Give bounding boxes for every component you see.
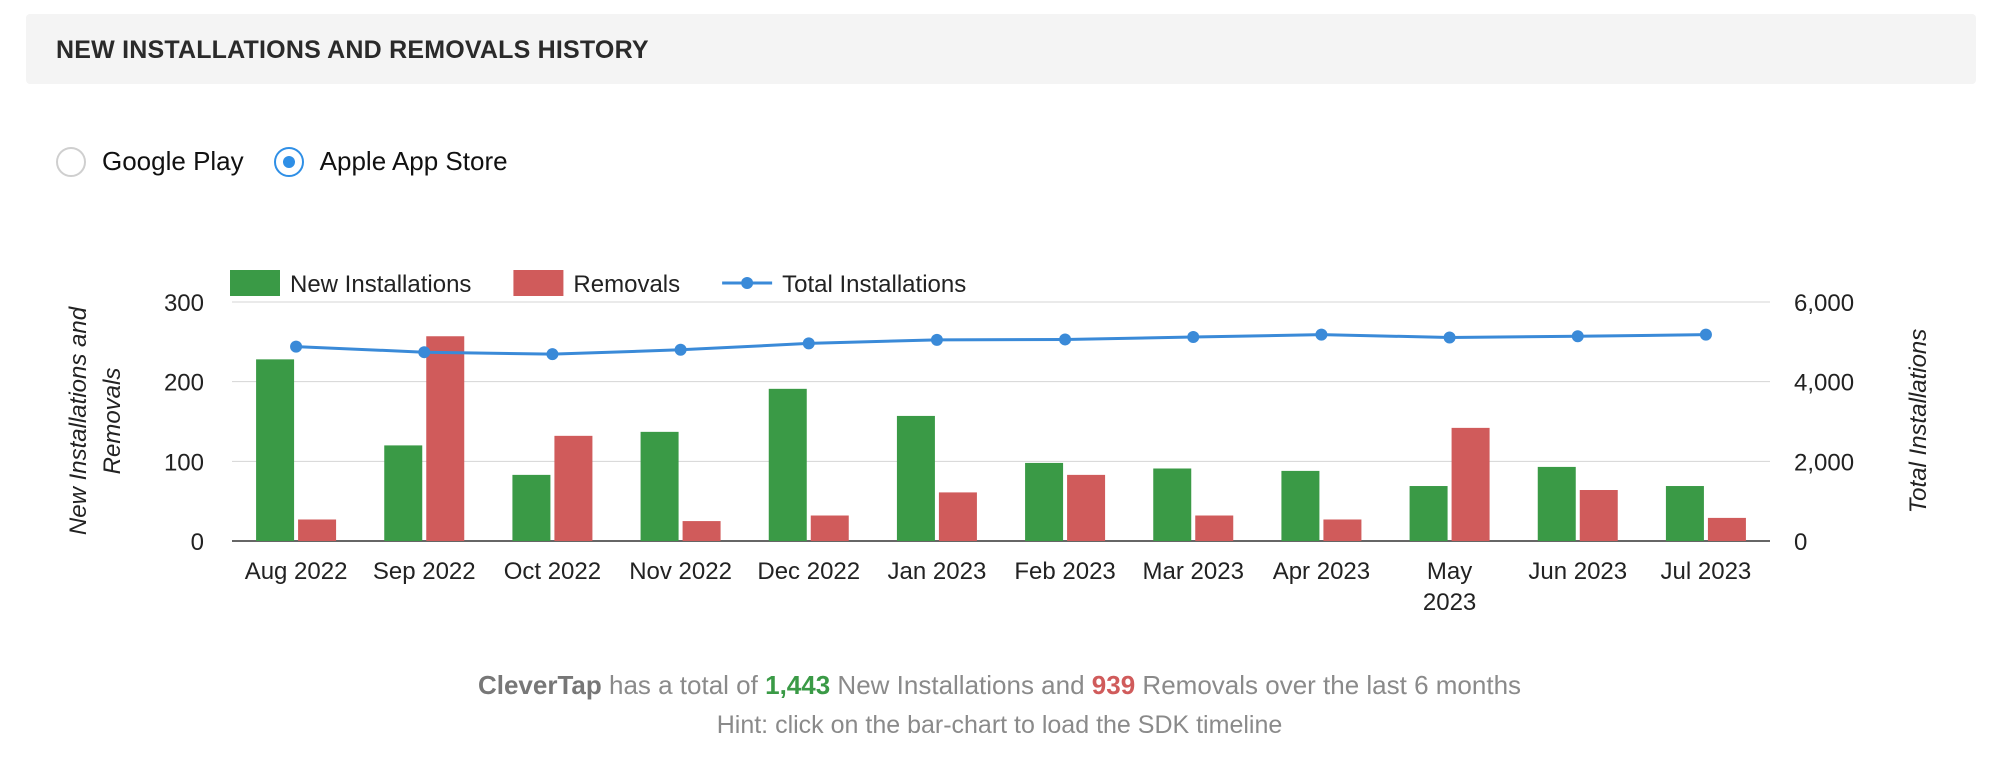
summary-brand: CleverTap [477, 670, 602, 700]
y-tick-label-right: 2,000 [1794, 449, 1854, 476]
y-axis-title-left: New Installations and [65, 306, 92, 535]
bar-new-installations[interactable] [768, 388, 807, 541]
bar-new-installations[interactable] [1537, 466, 1576, 541]
x-tick-label: Dec 2022 [757, 558, 860, 585]
point-total-installations [1187, 331, 1200, 344]
bar-removals[interactable] [1579, 490, 1618, 541]
legend-swatch-removals [513, 270, 564, 296]
bar-new-installations[interactable] [896, 415, 935, 541]
bar-removals[interactable] [298, 519, 337, 541]
bar-new-installations[interactable] [384, 445, 423, 541]
legend-label: Removals [573, 271, 680, 298]
bar-removals[interactable] [810, 515, 849, 541]
y-tick-label-left: 200 [164, 370, 204, 397]
point-total-installations [802, 337, 815, 350]
x-tick-label: Jul 2023 [1661, 558, 1752, 585]
section-header: NEW INSTALLATIONS AND REMOVALS HISTORY [26, 14, 1976, 84]
bar-removals[interactable] [1067, 474, 1106, 541]
y-axis-title-left-line2: Removals [99, 368, 126, 475]
y-tick-label-right: 4,000 [1794, 370, 1854, 397]
x-tick-label: Jan 2023 [888, 558, 987, 585]
x-tick-label: Mar 2023 [1143, 558, 1244, 585]
point-total-installations [418, 346, 431, 359]
installations-chart[interactable]: 300 6,000 200 4,000 100 2,000 0 0 New Installati… [0, 0, 1999, 640]
y-tick-label-right: 0 [1794, 529, 1807, 556]
legend-swatch-new-installations [230, 270, 280, 296]
bar-removals[interactable] [554, 435, 593, 541]
radio-google-play[interactable]: Google Play [56, 146, 244, 177]
x-tick-label: May [1427, 558, 1472, 585]
summary-text-3: Removals over the last 6 months [1142, 670, 1522, 700]
summary-removals: 939 [1091, 670, 1136, 700]
point-total-installations [674, 343, 687, 356]
y-tick-label-left: 100 [164, 449, 204, 476]
point-total-installations [1059, 333, 1072, 346]
y-tick-label-left: 300 [164, 290, 204, 317]
bar-removals[interactable] [1707, 517, 1746, 541]
bar-removals[interactable] [426, 336, 465, 541]
x-tick-label: Oct 2022 [504, 558, 601, 585]
point-total-installations [1443, 331, 1456, 344]
radio-apple-app-store-label[interactable]: Apple App Store [319, 146, 508, 176]
point-total-installations [1571, 330, 1584, 343]
legend-label: New Installations [290, 271, 471, 298]
summary-new-installations: 1,443 [765, 670, 831, 700]
y-tick-label-right: 6,000 [1794, 290, 1854, 317]
x-tick-label: Apr 2023 [1273, 558, 1370, 585]
point-total-installations [930, 333, 943, 346]
radio-google-play-label[interactable]: Google Play [102, 146, 244, 176]
bar-removals[interactable] [1451, 427, 1490, 541]
point-total-installations [1315, 328, 1328, 341]
bar-removals[interactable] [682, 521, 721, 541]
y-axis-title-right: Total Installations [1905, 329, 1932, 514]
section-title: NEW INSTALLATIONS AND REMOVALS HISTORY [56, 36, 649, 64]
x-tick-label-line2: 2023 [1423, 589, 1476, 616]
bar-new-installations[interactable] [1153, 468, 1192, 541]
summary-text-2: New Installations and [837, 670, 1085, 700]
bar-removals[interactable] [1195, 515, 1234, 541]
legend-swatch-marker [741, 277, 754, 289]
bar-new-installations[interactable] [1665, 486, 1704, 541]
point-total-installations [1699, 328, 1712, 341]
store-selector: Google Play Apple App Store [56, 146, 538, 177]
radio-apple-app-store[interactable]: Apple App Store [273, 146, 508, 177]
point-total-installations [546, 348, 559, 361]
legend-label: Total Installations [782, 271, 966, 298]
bar-new-installations[interactable] [1281, 470, 1320, 541]
bar-removals[interactable] [938, 492, 977, 541]
y-tick-label-left: 0 [191, 529, 204, 556]
bar-new-installations[interactable] [1025, 462, 1064, 541]
radio-apple-app-store-circle[interactable] [273, 146, 304, 177]
x-tick-label: Feb 2023 [1014, 558, 1115, 585]
x-tick-label: Jun 2023 [1528, 558, 1627, 585]
line-total-installations [296, 333, 1706, 356]
bar-new-installations[interactable] [512, 474, 551, 541]
radio-google-play-circle[interactable] [56, 146, 86, 177]
bar-new-installations[interactable] [1409, 486, 1448, 541]
point-total-installations [290, 340, 303, 353]
hint-text: Hint: click on the bar-chart to load the… [716, 711, 1283, 739]
x-tick-label: Aug 2022 [245, 558, 348, 585]
summary-text: CleverTap has a total of 1,443 New Insta… [0, 670, 1999, 701]
bar-new-installations[interactable] [640, 431, 679, 541]
x-tick-label: Sep 2022 [373, 558, 476, 585]
summary-text-1: has a total of [608, 670, 758, 700]
x-tick-label: Nov 2022 [629, 558, 732, 585]
bar-new-installations[interactable] [256, 359, 295, 541]
bar-removals[interactable] [1323, 519, 1362, 541]
